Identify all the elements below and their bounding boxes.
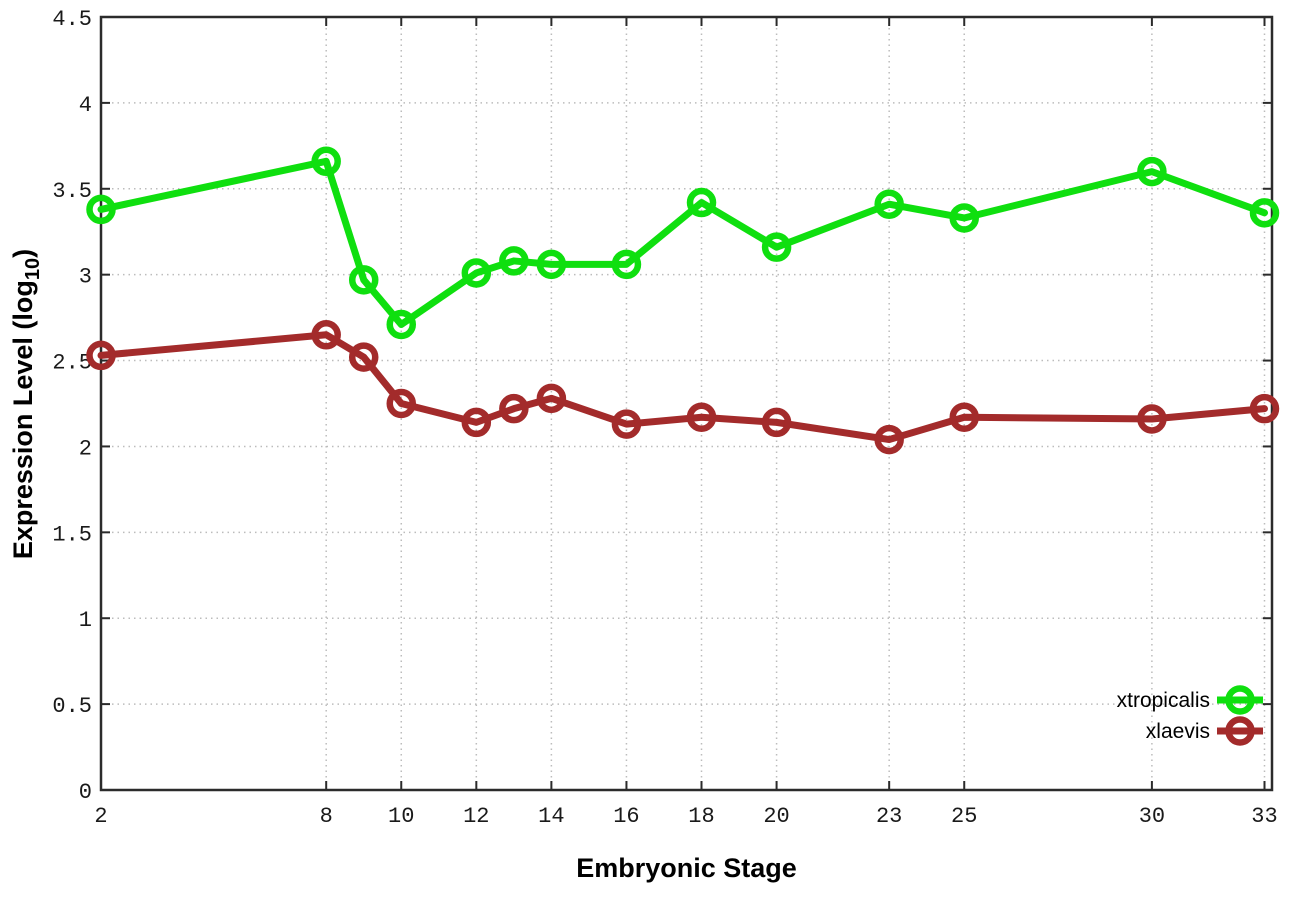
x-tick-label: 10	[388, 804, 414, 829]
y-tick-label: 2	[79, 436, 92, 461]
x-tick-label: 14	[538, 804, 564, 829]
data-point-xlaevis	[949, 402, 979, 432]
data-point-xlaevis	[311, 320, 341, 350]
y-tick-label: 0.5	[52, 694, 92, 719]
data-point-xlaevis	[499, 393, 529, 424]
data-point-xlaevis	[686, 402, 717, 432]
data-point-xlaevis	[611, 409, 642, 439]
data-point-xtropicalis	[348, 265, 379, 295]
data-point-xtropicalis	[311, 146, 341, 177]
data-point-xtropicalis	[386, 309, 417, 340]
legend-label-xlaevis: xlaevis	[1146, 720, 1210, 743]
legend-label-xtropicalis: xtropicalis	[1117, 689, 1210, 712]
data-point-xlaevis	[1137, 404, 1167, 434]
data-point-xtropicalis	[1249, 198, 1280, 228]
y-axis-title: Expression Level (log10)	[8, 249, 44, 559]
y-tick-label: 4	[79, 93, 92, 118]
y-tick-label: 0	[79, 780, 92, 805]
data-point-xlaevis	[348, 342, 379, 372]
data-point-xlaevis	[461, 407, 492, 438]
plot-border	[99, 15, 1274, 792]
data-point-xtropicalis	[1137, 156, 1167, 187]
y-tick-label: 3	[79, 265, 92, 290]
data-point-xtropicalis	[686, 187, 717, 218]
x-tick-label: 23	[876, 804, 902, 829]
y-tick-label: 4.5	[52, 7, 92, 32]
data-point-xtropicalis	[949, 203, 979, 233]
data-point-xtropicalis	[499, 246, 529, 276]
series-line-xtropicalis	[97, 157, 1268, 328]
legend: xtropicalis xlaevis	[1117, 685, 1263, 746]
x-tick-label: 25	[951, 804, 977, 829]
x-axis-title: Embryonic Stage	[576, 853, 797, 883]
y-tick-label: 3.5	[52, 179, 92, 204]
data-point-xlaevis	[536, 383, 567, 414]
legend-marker-icon	[1225, 685, 1255, 715]
x-tick-label: 33	[1251, 804, 1277, 829]
data-point-xtropicalis	[86, 194, 116, 225]
data-point-xtropicalis	[461, 258, 492, 288]
legend-marker-icon	[1225, 716, 1255, 746]
data-point-xlaevis	[761, 407, 792, 438]
x-tick-label: 12	[463, 804, 489, 829]
x-tick-label: 18	[688, 804, 714, 829]
data-point-xtropicalis	[536, 249, 567, 280]
data-point-xlaevis	[386, 388, 417, 419]
y-tick-label: 2.5	[52, 351, 92, 376]
x-tick-label: 16	[613, 804, 639, 829]
data-point-xlaevis	[86, 340, 116, 371]
data-point-xtropicalis	[874, 189, 904, 219]
data-point-xtropicalis	[761, 232, 792, 262]
data-point-xlaevis	[1249, 393, 1280, 424]
series-line-xlaevis	[97, 331, 1268, 444]
y-tick-label: 1	[79, 608, 92, 633]
data-point-xtropicalis	[611, 249, 642, 280]
x-tick-label: 8	[320, 804, 333, 829]
x-tick-label: 30	[1139, 804, 1165, 829]
x-tick-label: 20	[763, 804, 789, 829]
y-tick-label: 1.5	[52, 522, 92, 547]
x-tick-label: 2	[94, 804, 107, 829]
data-point-xlaevis	[874, 424, 904, 455]
